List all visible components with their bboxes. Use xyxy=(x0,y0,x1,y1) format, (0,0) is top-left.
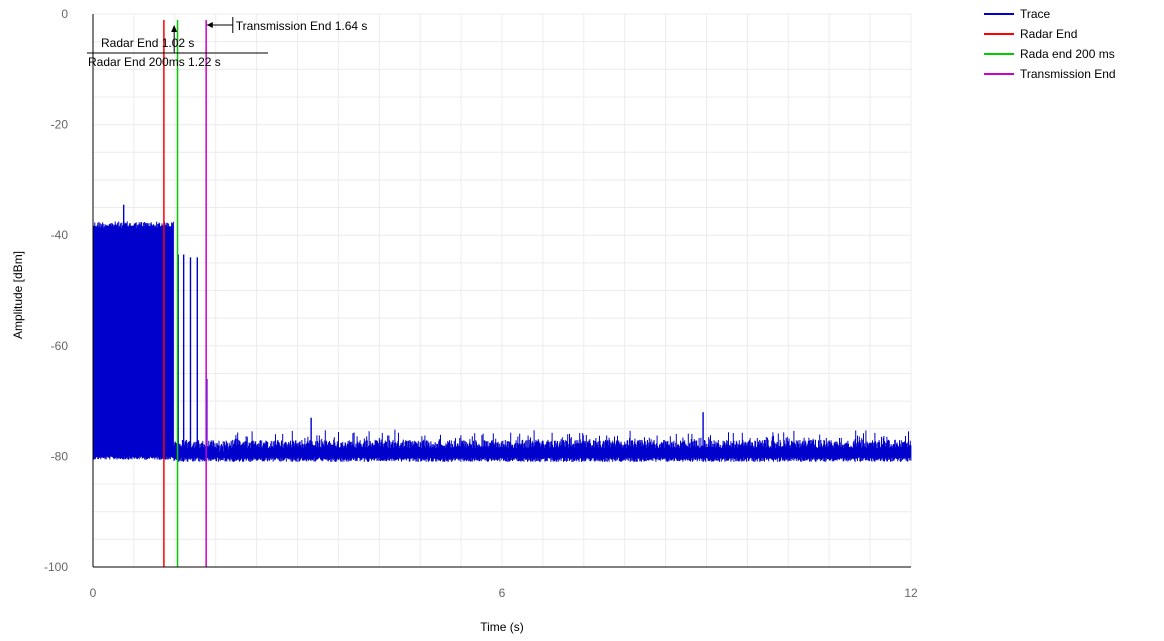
marker-lines xyxy=(163,20,207,567)
legend-label-radar-end-200ms: Rada end 200 ms xyxy=(1020,47,1115,61)
y-tick-label: -20 xyxy=(51,118,69,132)
x-tick-label: 12 xyxy=(904,586,918,600)
transmission-end-annotation: Transmission End 1.64 s xyxy=(236,19,368,33)
y-tick-label: -60 xyxy=(51,339,69,353)
legend-label-trace: Trace xyxy=(1020,7,1051,21)
y-tick-label: -100 xyxy=(44,560,68,574)
x-axis-label: Time (s) xyxy=(480,620,524,634)
radar-end-annotation: Radar End 1.02 s xyxy=(101,36,194,50)
tick-labels: 0 6 12 0 -20 -40 -60 -80 -100 xyxy=(44,7,918,600)
y-tick-label: 0 xyxy=(61,7,68,21)
chart-legend: Trace Radar End Rada end 200 ms Transmis… xyxy=(984,7,1116,81)
radar-end-200ms-annotation: Radar End 200ms 1.22 s xyxy=(88,55,221,69)
chart-grid xyxy=(92,13,912,568)
y-tick-label: -40 xyxy=(51,228,69,242)
radar-end-200ms-arrowhead xyxy=(171,25,178,32)
legend-label-radar-end: Radar End xyxy=(1020,27,1077,41)
legend-label-transmission-end: Transmission End xyxy=(1020,67,1116,81)
x-tick-label: 6 xyxy=(499,586,506,600)
chart-axes xyxy=(92,14,911,568)
transmission-end-arrowhead xyxy=(206,22,213,28)
y-tick-label: -80 xyxy=(51,449,69,463)
x-tick-label: 0 xyxy=(90,586,97,600)
marker-annotations: Transmission End 1.64 s Radar End 1.02 s R… xyxy=(87,17,367,69)
y-axis-label: Amplitude [dBm] xyxy=(11,251,25,339)
